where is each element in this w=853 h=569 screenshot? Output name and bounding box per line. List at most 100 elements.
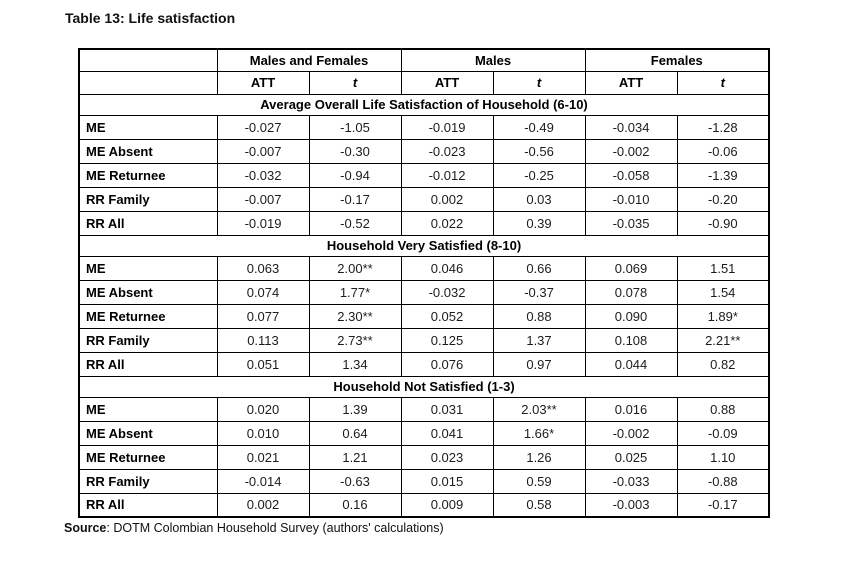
cell-value: 0.025 xyxy=(584,444,678,470)
cell-value: -0.034 xyxy=(584,114,678,140)
cell-value: 0.16 xyxy=(308,492,402,518)
cell-value: 0.010 xyxy=(216,420,310,446)
cell-value: 1.77* xyxy=(308,279,402,305)
cell-value: -0.17 xyxy=(308,186,402,212)
section-header-0: Average Overall Life Satisfaction of Hou… xyxy=(78,93,770,116)
cell-value: 0.88 xyxy=(676,396,770,422)
cell-value: 0.015 xyxy=(400,468,494,494)
row-label: RR All xyxy=(78,210,218,236)
cell-value: -0.023 xyxy=(400,138,494,164)
cell-value: 0.090 xyxy=(584,303,678,329)
section-header-2: Household Not Satisfied (1-3) xyxy=(78,375,770,398)
cell-value: 0.044 xyxy=(584,351,678,377)
source-note: Source: DOTM Colombian Household Survey … xyxy=(64,521,444,535)
cell-value: 0.074 xyxy=(216,279,310,305)
row-label: RR Family xyxy=(78,186,218,212)
cell-value: 0.031 xyxy=(400,396,494,422)
cell-value: 0.009 xyxy=(400,492,494,518)
cell-value: -0.20 xyxy=(676,186,770,212)
cell-value: -0.035 xyxy=(584,210,678,236)
cell-value: -0.30 xyxy=(308,138,402,164)
row-label: RR All xyxy=(78,492,218,518)
cell-value: 0.002 xyxy=(216,492,310,518)
corner-cell-2 xyxy=(78,70,218,95)
sub-header-1: t xyxy=(308,70,402,95)
cell-value: -1.05 xyxy=(308,114,402,140)
cell-value: 0.069 xyxy=(584,255,678,281)
cell-value: 1.10 xyxy=(676,444,770,470)
row-label: ME Absent xyxy=(78,420,218,446)
group-header-0: Males and Females xyxy=(216,48,402,72)
table-row: RR Family -0.007 -0.17 0.002 0.03 -0.010 -0.20 xyxy=(78,186,770,212)
row-label: RR Family xyxy=(78,327,218,353)
cell-value: 1.51 xyxy=(676,255,770,281)
group-header-2: Females xyxy=(584,48,770,72)
section-header-1: Household Very Satisfied (8-10) xyxy=(78,234,770,257)
cell-value: -0.63 xyxy=(308,468,402,494)
table-row: ME -0.027 -1.05 -0.019 -0.49 -0.034 -1.28 xyxy=(78,114,770,140)
table-row: ME 0.020 1.39 0.031 2.03** 0.016 0.88 xyxy=(78,396,770,422)
cell-value: 0.03 xyxy=(492,186,586,212)
table-row: RR Family -0.014 -0.63 0.015 0.59 -0.033 -0.88 xyxy=(78,468,770,494)
cell-value: 1.21 xyxy=(308,444,402,470)
cell-value: -0.17 xyxy=(676,492,770,518)
table-row: RR Family 0.113 2.73** 0.125 1.37 0.108 2.21** xyxy=(78,327,770,353)
sub-header-2: ATT xyxy=(400,70,494,95)
cell-value: -1.28 xyxy=(676,114,770,140)
table-row: RR All 0.002 0.16 0.009 0.58 -0.003 -0.17 xyxy=(78,492,770,518)
row-label: ME Absent xyxy=(78,279,218,305)
cell-value: -0.033 xyxy=(584,468,678,494)
cell-value: 0.59 xyxy=(492,468,586,494)
cell-value: 0.016 xyxy=(584,396,678,422)
cell-value: -0.002 xyxy=(584,138,678,164)
cell-value: 0.002 xyxy=(400,186,494,212)
table-header: Males and Females Males Females ATT t ATT t ATT… xyxy=(78,48,770,95)
row-label: RR Family xyxy=(78,468,218,494)
sub-header-4: ATT xyxy=(584,70,678,95)
table-row: ME Absent 0.010 0.64 0.041 1.66* -0.002 -0.09 xyxy=(78,420,770,446)
cell-value: -0.37 xyxy=(492,279,586,305)
page-title: Table 13: Life satisfaction xyxy=(65,10,236,26)
cell-value: 0.020 xyxy=(216,396,310,422)
source-text: : DOTM Colombian Household Survey (autho… xyxy=(106,521,444,535)
cell-value: -0.012 xyxy=(400,162,494,188)
cell-value: 0.125 xyxy=(400,327,494,353)
cell-value: 0.82 xyxy=(676,351,770,377)
cell-value: -0.003 xyxy=(584,492,678,518)
life-satisfaction-table: Males and Females Males Females ATT t ATT t ATT… xyxy=(78,48,771,518)
cell-value: -0.002 xyxy=(584,420,678,446)
cell-value: 0.113 xyxy=(216,327,310,353)
row-label: ME Absent xyxy=(78,138,218,164)
cell-value: -0.014 xyxy=(216,468,310,494)
cell-value: 0.046 xyxy=(400,255,494,281)
cell-value: -0.56 xyxy=(492,138,586,164)
row-label: ME Returnee xyxy=(78,444,218,470)
cell-value: -0.010 xyxy=(584,186,678,212)
cell-value: -0.06 xyxy=(676,138,770,164)
cell-value: 0.58 xyxy=(492,492,586,518)
cell-value: -0.90 xyxy=(676,210,770,236)
cell-value: 0.39 xyxy=(492,210,586,236)
row-label: ME xyxy=(78,255,218,281)
table-row: ME 0.063 2.00** 0.046 0.66 0.069 1.51 xyxy=(78,255,770,281)
cell-value: -0.52 xyxy=(308,210,402,236)
table-row: RR All -0.019 -0.52 0.022 0.39 -0.035 -0.90 xyxy=(78,210,770,236)
cell-value: 0.66 xyxy=(492,255,586,281)
cell-value: 0.051 xyxy=(216,351,310,377)
cell-value: 0.052 xyxy=(400,303,494,329)
cell-value: -0.49 xyxy=(492,114,586,140)
cell-value: 1.37 xyxy=(492,327,586,353)
cell-value: 0.64 xyxy=(308,420,402,446)
cell-value: 1.89* xyxy=(676,303,770,329)
cell-value: 2.03** xyxy=(492,396,586,422)
table-row: ME Returnee 0.077 2.30** 0.052 0.88 0.090 1.89… xyxy=(78,303,770,329)
row-label: ME Returnee xyxy=(78,162,218,188)
cell-value: 0.88 xyxy=(492,303,586,329)
cell-value: -0.032 xyxy=(400,279,494,305)
cell-value: -0.019 xyxy=(400,114,494,140)
row-label: ME xyxy=(78,396,218,422)
cell-value: 0.063 xyxy=(216,255,310,281)
cell-value: -0.007 xyxy=(216,186,310,212)
cell-value: -0.007 xyxy=(216,138,310,164)
table-row: ME Absent -0.007 -0.30 -0.023 -0.56 -0.002 -0.… xyxy=(78,138,770,164)
